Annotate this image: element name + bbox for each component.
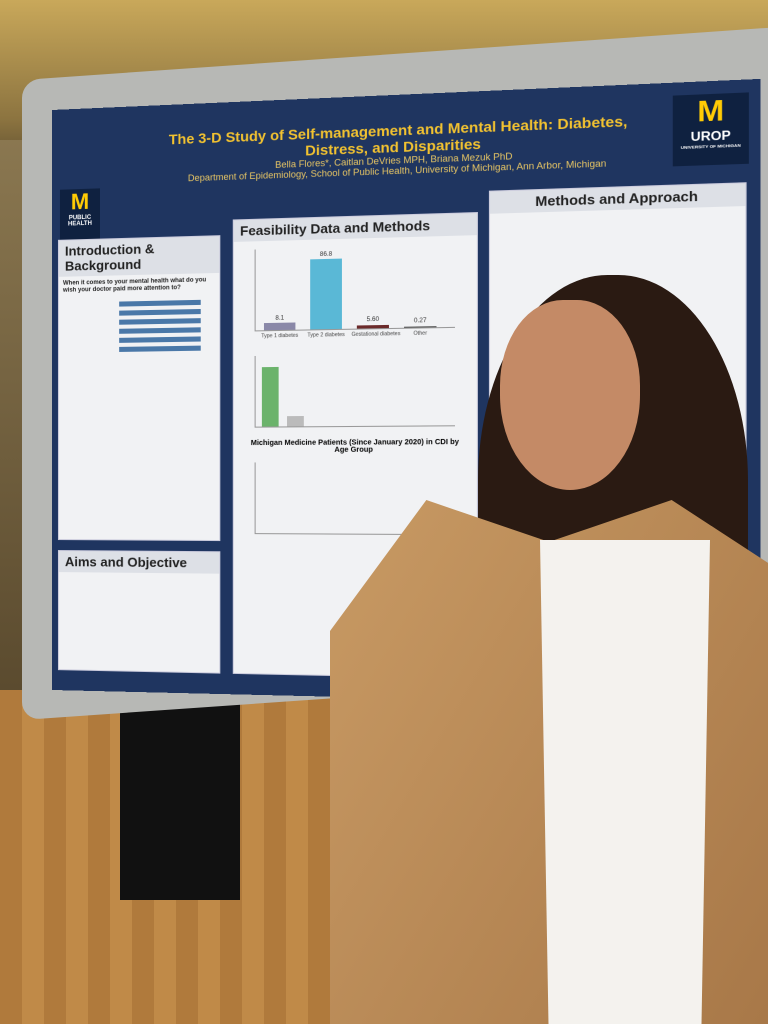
aims-panel: Aims and Objective	[57, 550, 221, 674]
age-chart-title: Michigan Medicine Patients (Since Januar…	[250, 438, 459, 454]
category-label-other: Other	[413, 330, 428, 337]
background-person-legs	[120, 700, 240, 900]
bar-race-2	[287, 416, 304, 427]
intro-bar-chart	[119, 299, 201, 352]
intro-heading: Introduction & Background	[58, 236, 220, 277]
bar-type1	[263, 322, 296, 331]
diabetes-type-chart: 8.1 86.8 5.60 0.27 Type 1 diabetes Type …	[254, 244, 455, 340]
bar-other	[404, 326, 437, 328]
bar-race-1	[261, 366, 279, 427]
category-label-type2: Type 2 diabetes	[307, 331, 345, 339]
white-shirt	[540, 540, 710, 1024]
public-health-logo: M PUBLIC HEALTH	[59, 188, 101, 244]
race-chart	[254, 353, 455, 428]
bar-gestational	[356, 324, 389, 329]
category-label-gestational: Gestational diabetes	[351, 330, 401, 339]
urop-logo: M UROP UNIVERSITY OF MICHIGAN	[672, 92, 749, 167]
feasibility-heading: Feasibility Data and Methods	[233, 213, 477, 242]
aims-heading: Aims and Objective	[58, 551, 220, 574]
category-label-type1: Type 1 diabetes	[261, 332, 299, 340]
person-face	[500, 300, 640, 490]
intro-panel: Introduction & Background When it comes …	[57, 235, 221, 542]
intro-question: When it comes to your mental health what…	[62, 277, 207, 294]
value-label-type1: 8.1	[275, 315, 285, 322]
methods-heading: Methods and Approach	[490, 183, 746, 214]
value-label-gestational: 5.60	[366, 316, 380, 324]
value-label-type2: 86.8	[319, 251, 333, 259]
value-label-other: 0.27	[413, 317, 427, 325]
bar-type2	[310, 258, 342, 330]
